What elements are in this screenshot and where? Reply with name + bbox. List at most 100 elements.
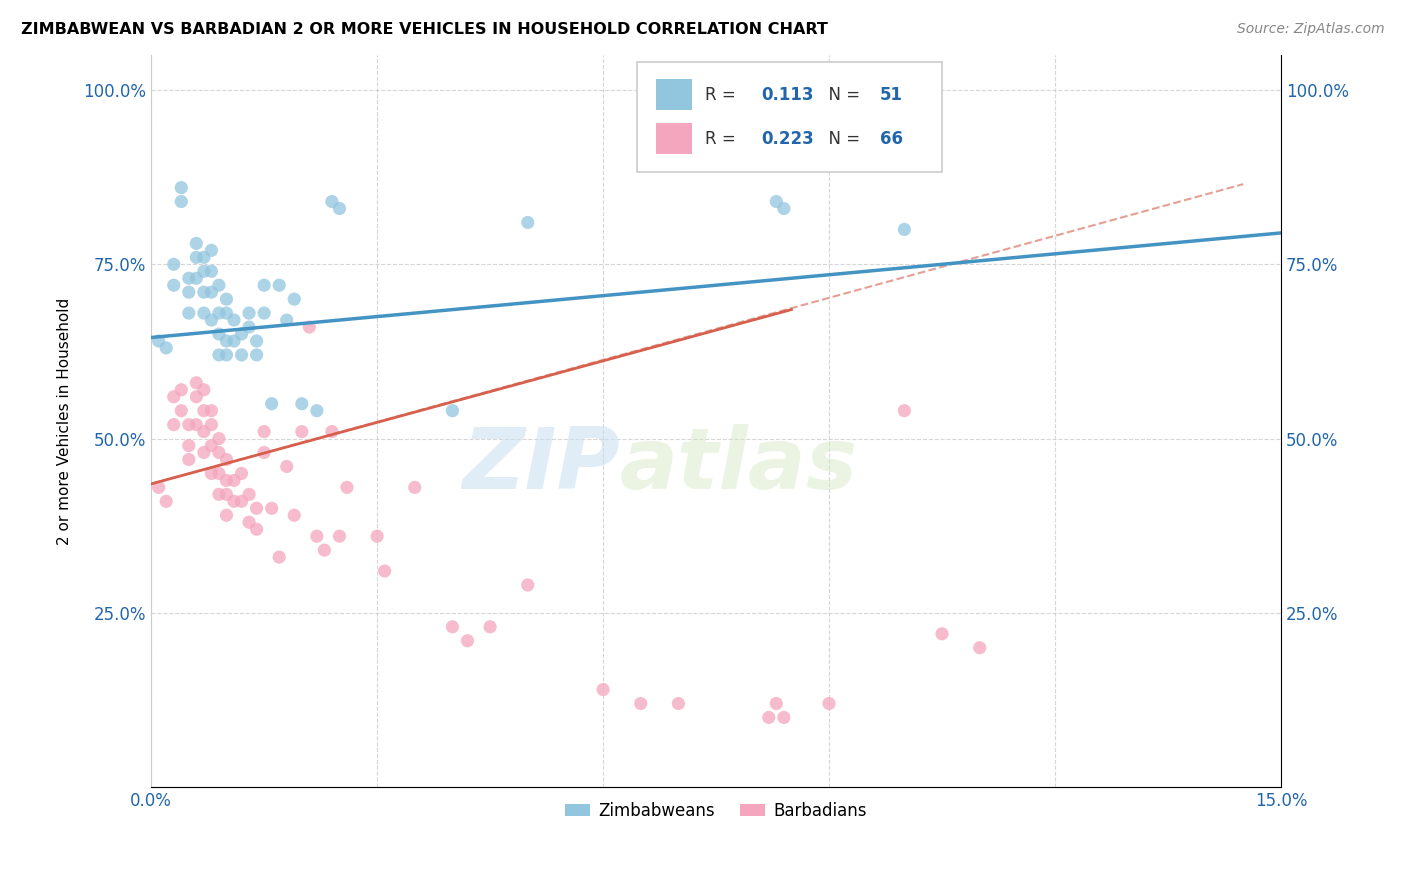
Point — [765, 697, 787, 711]
Point — [148, 334, 170, 348]
Point — [305, 529, 328, 543]
Point — [328, 529, 350, 543]
Text: ZIMBABWEAN VS BARBADIAN 2 OR MORE VEHICLES IN HOUSEHOLD CORRELATION CHART: ZIMBABWEAN VS BARBADIAN 2 OR MORE VEHICL… — [21, 22, 828, 37]
Point — [215, 292, 238, 306]
Point — [222, 494, 245, 508]
Point — [208, 487, 231, 501]
Point — [969, 640, 991, 655]
Point — [441, 403, 464, 417]
Point — [231, 348, 253, 362]
Point — [283, 292, 305, 306]
Point — [246, 334, 269, 348]
Point — [457, 633, 479, 648]
Text: N =: N = — [818, 130, 865, 148]
Point — [208, 432, 231, 446]
Point — [215, 487, 238, 501]
Text: 0.113: 0.113 — [761, 87, 814, 104]
Legend: Zimbabweans, Barbadians: Zimbabweans, Barbadians — [558, 795, 873, 826]
Point — [208, 326, 231, 341]
FancyBboxPatch shape — [657, 79, 692, 110]
Point — [238, 487, 260, 501]
Point — [215, 474, 238, 488]
Point — [155, 494, 177, 508]
Point — [193, 264, 215, 278]
Point — [193, 425, 215, 439]
Point — [291, 397, 314, 411]
Point — [253, 306, 276, 320]
Point — [170, 403, 193, 417]
Text: 51: 51 — [880, 87, 903, 104]
Point — [253, 278, 276, 293]
Point — [893, 222, 915, 236]
Text: R =: R = — [704, 130, 741, 148]
Point — [222, 334, 245, 348]
Point — [321, 425, 343, 439]
Point — [200, 313, 222, 327]
Point — [231, 326, 253, 341]
Point — [222, 313, 245, 327]
Text: ZIP: ZIP — [463, 424, 620, 507]
Point — [177, 417, 200, 432]
Point — [772, 710, 794, 724]
Point — [186, 250, 208, 264]
Y-axis label: 2 or more Vehicles in Household: 2 or more Vehicles in Household — [58, 298, 72, 545]
Point — [155, 341, 177, 355]
Point — [253, 445, 276, 459]
Text: Source: ZipAtlas.com: Source: ZipAtlas.com — [1237, 22, 1385, 37]
Point — [630, 697, 652, 711]
Point — [366, 529, 388, 543]
Point — [215, 348, 238, 362]
Point — [269, 550, 291, 565]
Point — [253, 425, 276, 439]
Point — [200, 439, 222, 453]
Point — [246, 348, 269, 362]
Text: N =: N = — [818, 87, 865, 104]
Point — [148, 480, 170, 494]
Point — [291, 425, 314, 439]
Point — [893, 403, 915, 417]
Point — [222, 474, 245, 488]
Point — [186, 390, 208, 404]
Point — [170, 383, 193, 397]
FancyBboxPatch shape — [637, 62, 942, 172]
Point — [276, 313, 298, 327]
Point — [260, 397, 283, 411]
Point — [163, 257, 186, 271]
Point — [193, 445, 215, 459]
Point — [208, 445, 231, 459]
Point — [260, 501, 283, 516]
Point — [163, 417, 186, 432]
Point — [200, 417, 222, 432]
Point — [177, 271, 200, 285]
Point — [314, 543, 336, 558]
FancyBboxPatch shape — [657, 123, 692, 154]
Point — [246, 522, 269, 536]
Point — [765, 194, 787, 209]
Point — [186, 236, 208, 251]
Point — [404, 480, 426, 494]
Point — [238, 515, 260, 529]
Point — [170, 180, 193, 194]
Point — [592, 682, 614, 697]
Point — [441, 620, 464, 634]
Point — [193, 403, 215, 417]
Point — [818, 697, 841, 711]
Point — [516, 578, 538, 592]
Point — [208, 306, 231, 320]
Point — [238, 320, 260, 334]
Point — [193, 250, 215, 264]
Point — [215, 508, 238, 523]
Text: R =: R = — [704, 87, 741, 104]
Point — [177, 306, 200, 320]
Point — [177, 439, 200, 453]
Point — [186, 271, 208, 285]
Point — [170, 194, 193, 209]
Point — [772, 202, 794, 216]
Text: 66: 66 — [880, 130, 903, 148]
Point — [215, 334, 238, 348]
Point — [246, 501, 269, 516]
Point — [200, 285, 222, 300]
Point — [479, 620, 502, 634]
Point — [208, 467, 231, 481]
Point — [193, 285, 215, 300]
